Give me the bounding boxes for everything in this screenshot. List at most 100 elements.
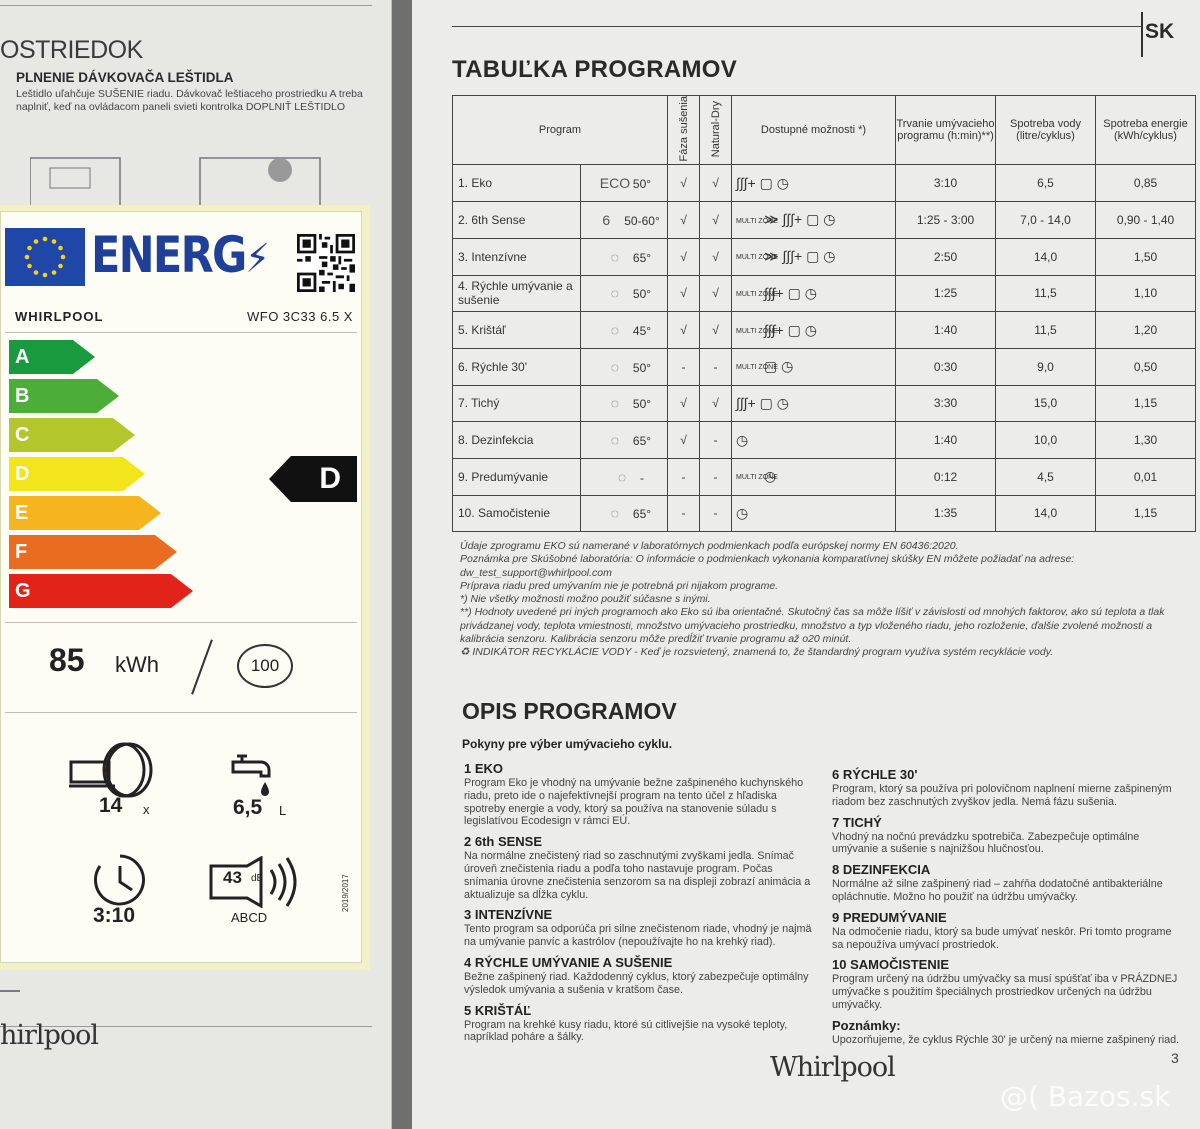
program-description: 5 KRIŠTÁĽ Program na krehké kusy riadu, k… xyxy=(464,1002,814,1045)
description-heading: 3 INTENZÍVNE xyxy=(464,907,553,923)
description-text: Program Eko je vhodný na umývanie bežne … xyxy=(464,777,804,828)
regulation-number: 2019/2017 xyxy=(341,874,350,912)
program-duration-value: 3:10 xyxy=(93,904,136,927)
divider xyxy=(0,990,20,992)
cell-drying-phase: √ xyxy=(667,164,700,203)
description-text: Na normálne znečistený riad so zaschnutý… xyxy=(464,850,811,901)
option-icons: ◷ xyxy=(764,468,777,485)
note-line: **) Hodnoty uvedené pri iných programoch… xyxy=(460,606,1165,646)
program-temperature: 65° xyxy=(632,507,652,522)
cell-program-temp: ◌ 50° xyxy=(580,347,668,386)
cell-water: 15,0 xyxy=(995,384,1096,423)
program-temperature: 50° xyxy=(632,177,652,192)
cell-water: 9,0 xyxy=(995,347,1096,386)
cell-program-name: 7. Tichý xyxy=(452,384,581,423)
note-line: *) Nie všetky možnosti možno použiť súča… xyxy=(460,593,711,606)
noise-speaker-icon xyxy=(209,856,297,908)
cell-energy: 1,15 xyxy=(1095,384,1196,423)
left-page-title: OSTRIEDOK xyxy=(0,36,143,64)
program-icon: ◌ xyxy=(610,322,620,339)
program-icon: ◌ xyxy=(610,285,620,302)
cell-energy: 1,30 xyxy=(1095,421,1196,459)
program-icon: ◌ xyxy=(610,248,620,265)
multizone-option: MULTI ZONE xyxy=(736,474,778,482)
cell-program-name: 6. Rýchle 30' xyxy=(452,347,581,386)
cell-drying-phase: √ xyxy=(667,237,700,276)
header-natural-dry: Natural-Dry xyxy=(699,94,732,166)
option-icons: ∫∫∫+ ▢ ◷ xyxy=(736,174,789,191)
description-heading: 9 PREDUMÝVANIE xyxy=(832,909,947,925)
descriptions-right-column: 6 RÝCHLE 30' Program, ktorý sa používa pr… xyxy=(832,766,1182,1052)
description-text: Program na krehké kusy riadu, ktoré sú c… xyxy=(464,1018,788,1044)
program-temperature: 45° xyxy=(632,324,652,339)
watermark: @( Bazos.sk xyxy=(1000,1080,1171,1113)
program-description: 2 6th SENSE Na normálne znečistený riad s… xyxy=(464,833,814,901)
place-settings-value: 14 xyxy=(99,794,123,817)
cell-natural-dry: - xyxy=(699,494,732,533)
cell-program-name: 4. Rýchle umývanie a sušenie xyxy=(452,274,581,313)
label-divider xyxy=(5,712,357,713)
multizone-option: MULTI ZONE xyxy=(736,364,778,372)
left-manual-page: OSTRIEDOK PLNENIE DÁVKOVAČA LEŠTIDLA Leš… xyxy=(0,0,392,1129)
cell-drying-phase: - xyxy=(667,494,700,533)
note-line: ♻ INDIKÁTOR RECYKLÁCIE VODY - Keď je roz… xyxy=(460,646,1054,659)
program-temperature: - xyxy=(640,470,644,485)
cell-energy: 1,10 xyxy=(1095,274,1196,313)
description-heading: 6 RÝCHLE 30' xyxy=(832,767,918,782)
energy-header: ENERG⚡ xyxy=(91,226,270,284)
cell-water: 6,5 xyxy=(995,164,1096,203)
description-text: Na odmočenie riadu, ktorý sa bude umývať… xyxy=(832,925,1172,951)
note-line: Poznámka pre Skúšobné laboratória: O inf… xyxy=(460,553,1075,566)
energy-class-b: B xyxy=(9,379,119,413)
program-icon: ECO xyxy=(599,175,631,192)
header-energy: Spotreba energie (kWh/cyklus) xyxy=(1095,94,1196,166)
energy-class-d: D xyxy=(9,457,145,491)
program-description: 1 EKO Program Eko je vhodný na umývanie b… xyxy=(464,760,814,828)
cell-duration: 3:30 xyxy=(895,384,996,423)
cell-program-temp: ◌ 50° xyxy=(580,274,668,313)
qr-code-icon xyxy=(297,234,355,292)
cell-drying-phase: - xyxy=(667,347,700,386)
cell-water: 4,5 xyxy=(995,457,1096,496)
description-subtitle: Pokyny pre výber umývacieho cyklu. xyxy=(462,737,673,751)
cell-duration: 2:50 xyxy=(895,237,996,276)
cycles-icon: 100 xyxy=(237,644,293,688)
cell-options: ∫∫∫+ ▢ ◷ xyxy=(731,384,896,423)
program-table-title: TABUĽKA PROGRAMOV xyxy=(452,56,738,83)
cell-energy: 1,50 xyxy=(1095,237,1196,276)
cell-natural-dry: √ xyxy=(699,164,732,203)
table-row: 7. Tichý ◌ 50° √ √ ∫∫∫+ ▢ ◷ 3:30 15,0 1,15 xyxy=(452,384,1196,423)
cell-water: 14,0 xyxy=(995,494,1096,533)
cell-natural-dry: - xyxy=(699,421,732,459)
description-heading: 4 RÝCHLE UMÝVANIE A SUŠENIE xyxy=(464,954,673,970)
cell-program-temp: ◌ 65° xyxy=(580,237,668,276)
cell-drying-phase: √ xyxy=(667,421,700,459)
cell-program-temp: 6 50-60° xyxy=(580,201,668,239)
cell-duration: 1:35 xyxy=(895,494,996,533)
program-icon: 6 xyxy=(602,211,611,228)
cell-options: MULTI ZONE∫∫∫+ ▢ ◷ xyxy=(731,274,896,313)
divider-slash xyxy=(191,639,213,695)
cell-program-temp: ◌ 65° xyxy=(580,494,668,533)
cell-program-name: 10. Samočistenie xyxy=(452,494,581,533)
energy-consumption-unit: kWh xyxy=(115,652,159,677)
cell-options: ∫∫∫+ ▢ ◷ xyxy=(731,164,896,203)
note-line: dw_test_support@whirlpool.com xyxy=(460,566,612,579)
header-water: Spotreba vody (litre/cyklus) xyxy=(995,94,1096,166)
option-icons: ∫∫∫+ ▢ ◷ xyxy=(764,321,817,338)
cell-options: MULTI ZONE≫ ∫∫∫+ ▢ ◷ xyxy=(731,237,896,276)
cell-water: 10,0 xyxy=(995,421,1096,459)
duration-clock-icon xyxy=(94,854,145,906)
brand-name: WHIRLPOOL xyxy=(15,309,104,324)
header-drying: Fáza sušenia xyxy=(667,94,700,166)
cell-natural-dry: √ xyxy=(699,311,732,349)
description-heading: 1 EKO xyxy=(464,761,504,776)
cell-natural-dry: √ xyxy=(699,384,732,423)
cell-program-name: 2. 6th Sense xyxy=(452,201,581,239)
cell-natural-dry: - xyxy=(699,457,732,496)
cell-duration: 1:25 - 3:00 xyxy=(895,201,996,239)
description-heading: 7 TICHÝ xyxy=(832,814,882,830)
header-rule xyxy=(452,26,1142,27)
program-description: 8 DEZINFEKCIA Normálne až silne zašpinený… xyxy=(832,861,1182,904)
